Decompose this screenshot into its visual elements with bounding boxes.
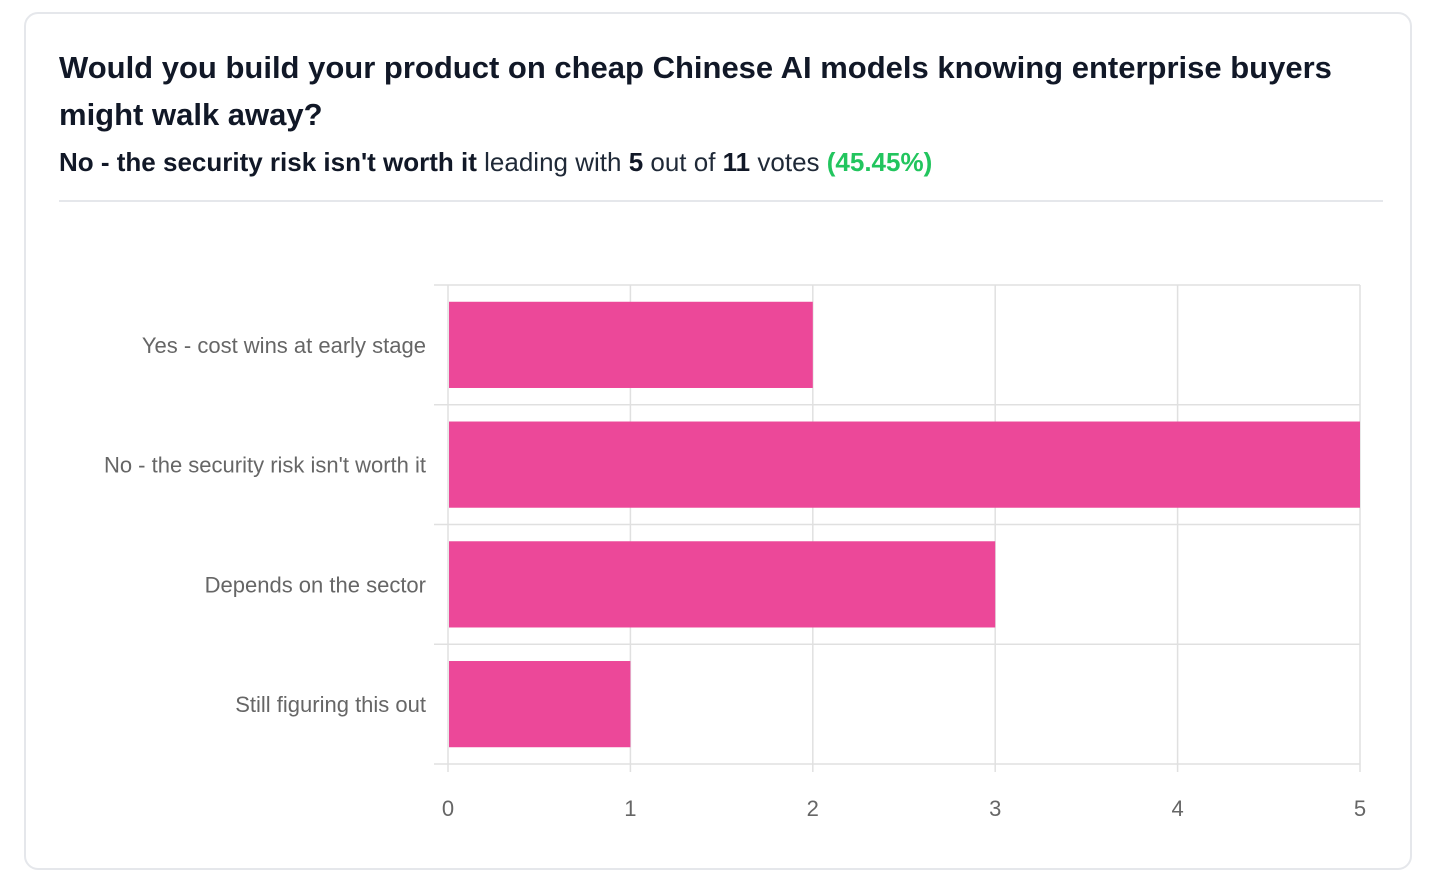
x-tick-label: 4 bbox=[1171, 796, 1183, 821]
total-votes: 11 bbox=[722, 147, 751, 177]
x-tick-label: 5 bbox=[1354, 796, 1366, 821]
x-tick-label: 0 bbox=[442, 796, 454, 821]
bar bbox=[449, 541, 996, 628]
leading-with-text: leading with bbox=[476, 147, 629, 177]
category-label: No - the security risk isn't worth it bbox=[104, 453, 426, 478]
leader-percent: (45.45%) bbox=[826, 147, 933, 177]
x-tick-label: 3 bbox=[989, 796, 1001, 821]
divider bbox=[59, 200, 1383, 202]
category-label: Yes - cost wins at early stage bbox=[142, 333, 426, 358]
bar bbox=[449, 421, 1360, 508]
category-label: Still figuring this out bbox=[235, 692, 426, 717]
poll-question: Would you build your product on cheap Ch… bbox=[59, 50, 1332, 132]
poll-summary: No - the security risk isn't worth it le… bbox=[59, 144, 932, 180]
bar bbox=[449, 301, 813, 388]
leader-option: No - the security risk isn't worth it bbox=[59, 147, 477, 177]
x-tick-label: 2 bbox=[807, 796, 819, 821]
votes-text: votes bbox=[750, 147, 827, 177]
leader-votes: 5 bbox=[628, 147, 644, 177]
poll-card: Would you build your product on cheap Ch… bbox=[24, 12, 1412, 870]
x-tick-label: 1 bbox=[624, 796, 636, 821]
bar bbox=[449, 661, 631, 748]
results-bar-chart: 0 1 2 3 4 5 Yes - cost wins at early stage No -… bbox=[104, 284, 1366, 821]
category-label: Depends on the sector bbox=[205, 572, 426, 597]
out-of-text: out of bbox=[643, 147, 723, 177]
